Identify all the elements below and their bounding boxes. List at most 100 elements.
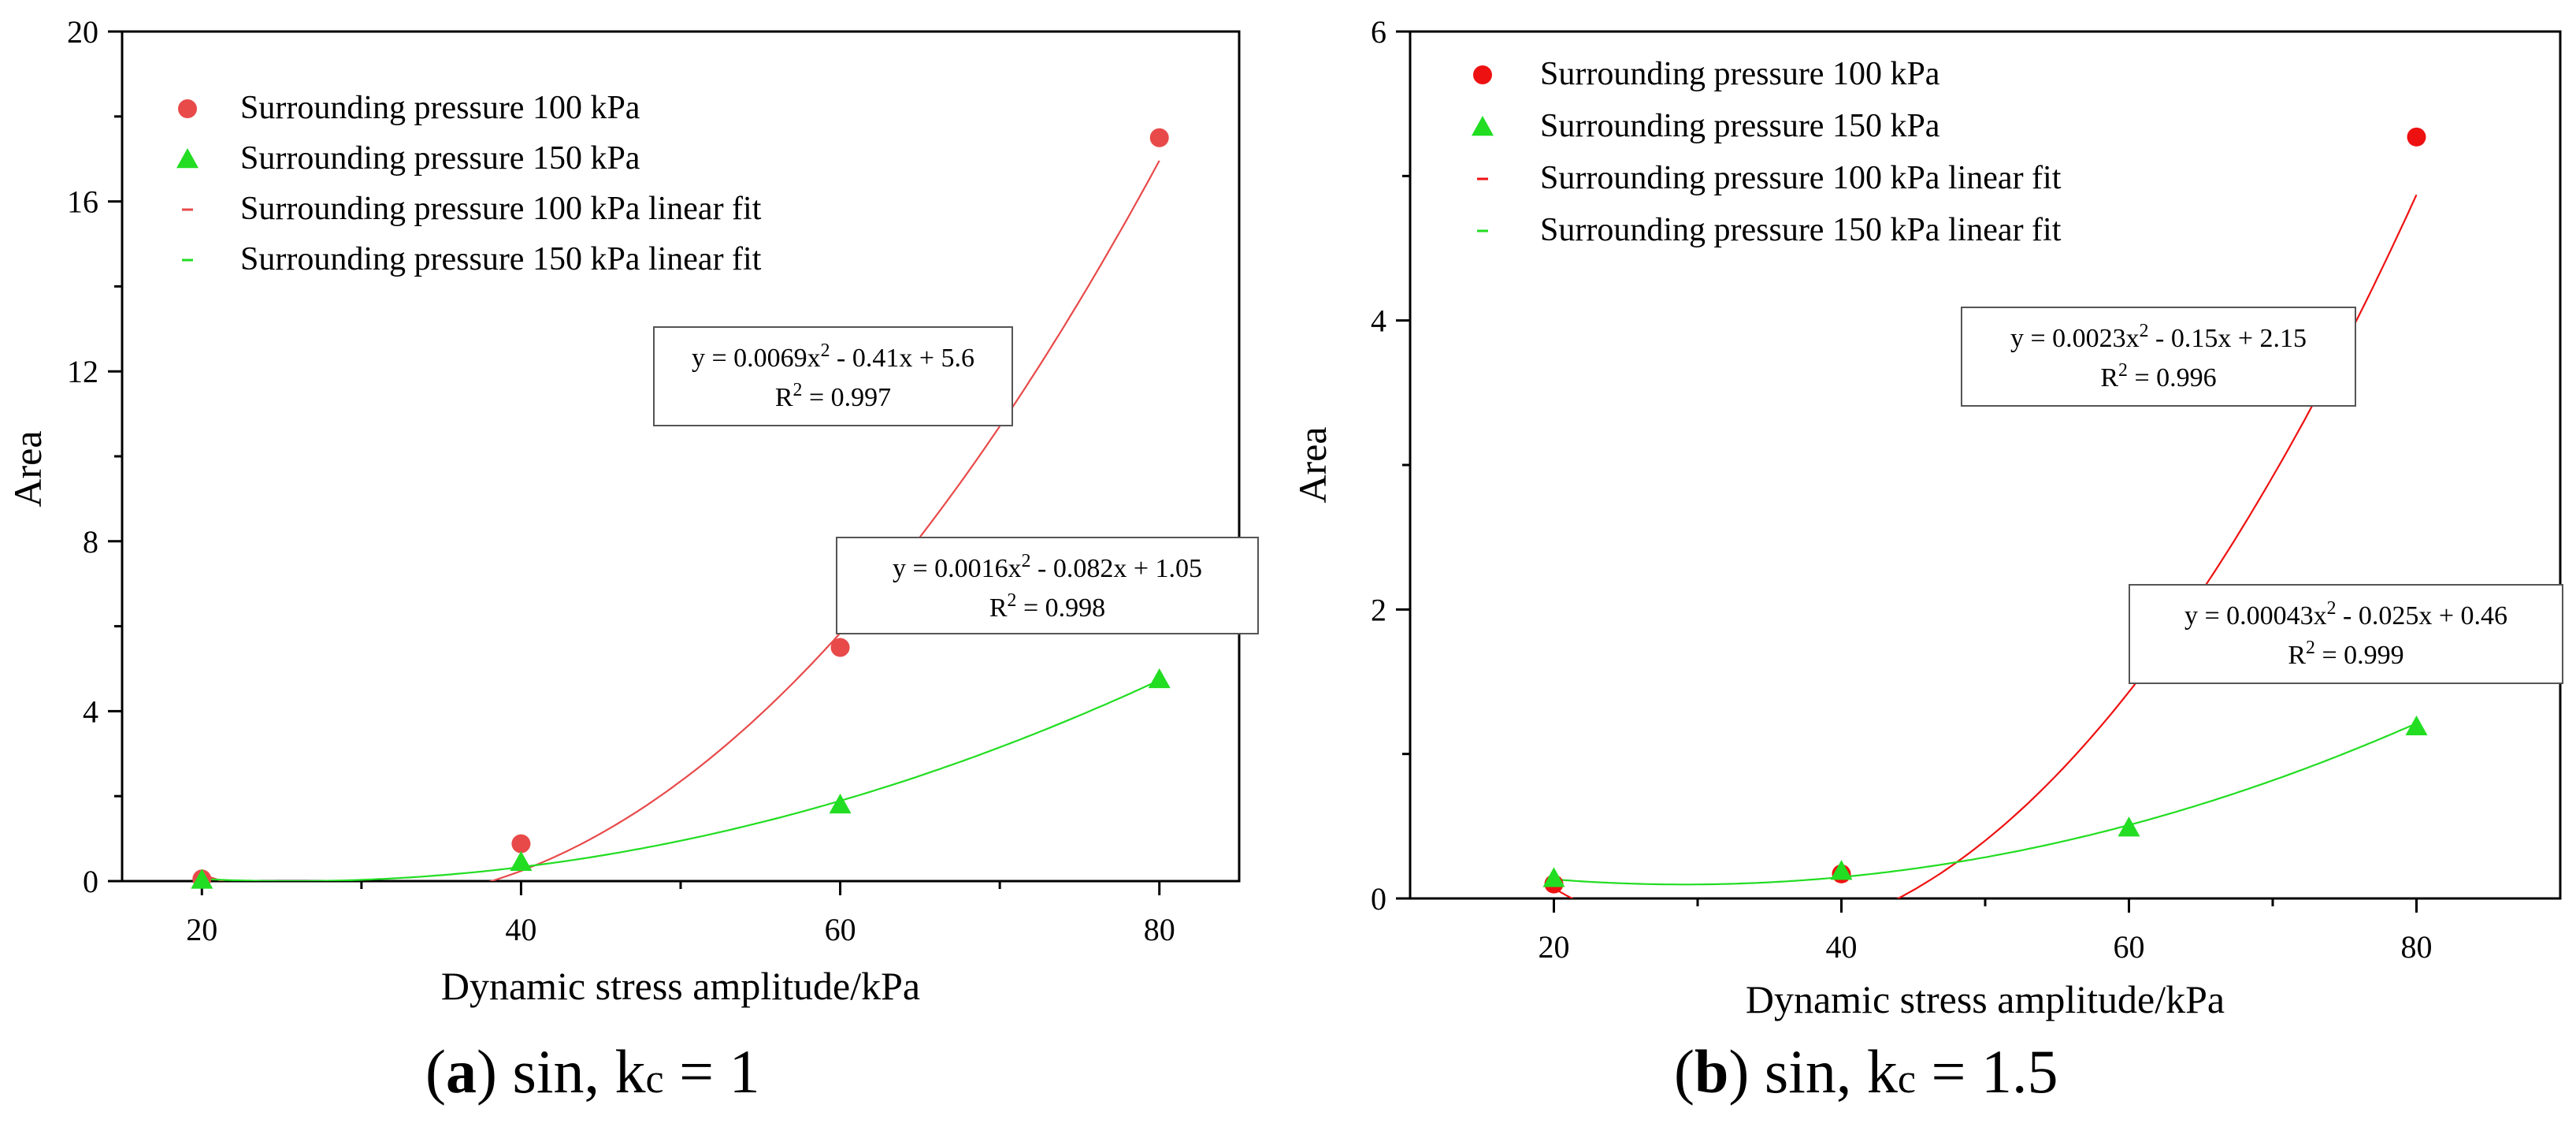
x-tick-label-b-80: 80 — [2401, 929, 2433, 965]
data-point-a-s2-20 — [191, 868, 213, 889]
y-tick-label-a-16: 16 — [67, 184, 98, 220]
data-point-a-s1-40 — [511, 834, 531, 854]
r2-exp: 2 — [1008, 590, 1017, 611]
x-tick-label-b-40: 40 — [1826, 929, 1858, 965]
data-point-b-s2-60 — [2118, 816, 2140, 837]
equation-pre: y = 0.0016x — [893, 554, 1022, 583]
equation-box-a-1: y = 0.0069x2 - 0.41x + 5.6R2 = 0.997 — [653, 326, 1013, 426]
legend-marker-b-1 — [1473, 65, 1492, 84]
equation-pre: y = 0.0023x — [2010, 324, 2140, 353]
equation-frame-b-2 — [2129, 584, 2563, 684]
r2-label: R — [989, 593, 1008, 623]
y-tick-label-b-6: 6 — [1371, 14, 1386, 50]
fit-curve-a-2 — [202, 679, 1160, 881]
equation-exp: 2 — [2140, 321, 2149, 341]
legend-marker-b-2 — [1472, 116, 1494, 136]
y-tick-label-a-12: 12 — [67, 354, 98, 389]
r-squared-text-b-1: R2 = 0.996 — [2100, 360, 2216, 392]
caption-b-k-sub: c — [1897, 1057, 1916, 1102]
caption-a: (a) sin, kc = 1 — [425, 1037, 760, 1106]
legend-label-a-4: Surrounding pressure 150 kPa linear fit — [240, 241, 762, 277]
legend-marker-a-2 — [176, 148, 199, 169]
caption-a-letter: a — [445, 1037, 477, 1106]
data-point-a-s1-80 — [1149, 128, 1169, 147]
r-squared-text-b-2: R2 = 0.999 — [2288, 638, 2403, 670]
equation-post: - 0.025x + 0.46 — [2337, 601, 2508, 630]
x-tick-label-b-20: 20 — [1539, 929, 1570, 965]
equation-exp: 2 — [821, 340, 830, 361]
caption-b-k: k — [1866, 1037, 1898, 1106]
x-tick-label-a-20: 20 — [186, 912, 217, 947]
data-point-b-s2-40 — [1830, 860, 1853, 880]
data-point-b-s2-20 — [1542, 867, 1565, 887]
r2-value: = 0.999 — [2315, 641, 2404, 670]
data-point-a-s2-40 — [510, 850, 533, 871]
r2-label: R — [2288, 641, 2306, 670]
x-axis-label-b: Dynamic stress amplitude/kPa — [1746, 977, 2225, 1021]
equation-post: - 0.082x + 1.05 — [1031, 554, 1203, 583]
legend-label-a-1: Surrounding pressure 100 kPa — [240, 90, 640, 126]
caption-a-trig: sin, — [512, 1037, 599, 1106]
fit-curve-b-2 — [1553, 722, 2417, 886]
equation-pre: y = 0.0069x — [692, 344, 821, 373]
chart-panel-a: 20 40 60 80 0 4 8 12 16 20 Dynamic stress amplitud… — [6, 14, 1259, 1008]
equation-text-b-1: y = 0.0023x2 - 0.15x + 2.15 — [2010, 321, 2307, 353]
fit-curve-b-1 — [1553, 194, 2418, 898]
x-tick-label-a-40: 40 — [505, 912, 536, 947]
y-tick-label-a-4: 4 — [83, 694, 98, 729]
legend-label-b-4: Surrounding pressure 150 kPa linear fit — [1540, 212, 2062, 248]
r-squared-text-a-2: R2 = 0.998 — [989, 590, 1105, 623]
x-axis-label-a: Dynamic stress amplitude/kPa — [441, 964, 920, 1008]
r2-value: = 0.996 — [2128, 363, 2217, 392]
equation-text-a-2: y = 0.0016x2 - 0.082x + 1.05 — [893, 551, 1202, 583]
x-tick-label-b-60: 60 — [2114, 929, 2145, 965]
r2-value: = 0.998 — [1016, 593, 1105, 623]
data-point-a-s2-60 — [829, 793, 852, 814]
caption-b-letter: b — [1694, 1037, 1729, 1106]
y-axis-label-a: Area — [6, 430, 50, 507]
equation-post: - 0.41x + 5.6 — [830, 344, 975, 373]
legend-label-a-2: Surrounding pressure 150 kPa — [240, 140, 640, 177]
caption-b-trig: sin, — [1764, 1037, 1852, 1106]
r2-label: R — [775, 383, 793, 412]
y-axis-label-b: Area — [1290, 426, 1334, 503]
y-tick-label-a-8: 8 — [83, 524, 98, 560]
legend-label-b-3: Surrounding pressure 100 kPa linear fit — [1540, 160, 2062, 196]
chart-panel-b: 20 40 60 80 0 2 4 6 Dynamic stress amplitude/kPa… — [1290, 14, 2563, 1021]
equation-exp: 2 — [2327, 598, 2337, 619]
y-tick-label-b-2: 2 — [1371, 592, 1386, 627]
legend-marker-a-1 — [178, 99, 197, 118]
r2-label: R — [2100, 363, 2118, 392]
r-squared-text-a-1: R2 = 0.997 — [775, 380, 891, 412]
y-tick-label-a-20: 20 — [67, 14, 98, 50]
caption-a-value: = 1 — [679, 1037, 760, 1106]
y-tick-label-b-4: 4 — [1371, 303, 1386, 339]
equation-frame-b-1 — [1961, 307, 2356, 407]
data-point-a-s1-60 — [830, 638, 850, 657]
equation-exp: 2 — [1022, 551, 1031, 571]
r2-exp: 2 — [2306, 638, 2315, 658]
r2-exp: 2 — [793, 380, 803, 400]
equation-pre: y = 0.00043x — [2184, 601, 2327, 630]
data-point-b-s1-80 — [2407, 127, 2426, 147]
equation-frame-a-2 — [836, 537, 1259, 634]
caption-b: (b) sin, kc = 1.5 — [1674, 1037, 2058, 1106]
legend-label-b-1: Surrounding pressure 100 kPa — [1540, 56, 1940, 92]
y-tick-label-a-0: 0 — [83, 864, 98, 899]
caption-a-k-sub: c — [645, 1057, 664, 1102]
equation-text-b-2: y = 0.00043x2 - 0.025x + 0.46 — [2184, 598, 2507, 630]
data-point-b-s2-80 — [2405, 715, 2428, 736]
r2-value: = 0.997 — [802, 383, 891, 412]
caption-b-value: = 1.5 — [1931, 1037, 2058, 1106]
r2-exp: 2 — [2118, 360, 2128, 381]
x-tick-label-a-80: 80 — [1144, 912, 1175, 947]
equation-frame-a-1 — [653, 326, 1013, 426]
data-point-a-s2-80 — [1148, 668, 1171, 689]
y-tick-label-b-0: 0 — [1371, 881, 1386, 917]
legend-label-b-2: Surrounding pressure 150 kPa — [1540, 108, 1940, 144]
equation-text-a-1: y = 0.0069x2 - 0.41x + 5.6 — [692, 340, 974, 373]
